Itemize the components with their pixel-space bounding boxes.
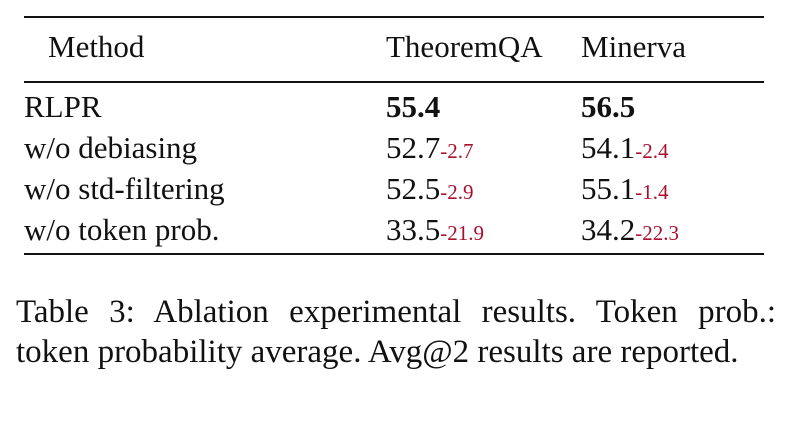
cell-delta: -21.9 (440, 220, 484, 245)
cell-minerva: 55.1-1.4 (581, 168, 764, 209)
table-header-rule (24, 81, 764, 83)
cell-delta: -2.7 (440, 138, 474, 163)
table-row-wo-std-filtering: w/o std-filtering 52.5-2.9 55.1-1.4 (24, 168, 764, 209)
row-method-label: w/o token prob. (24, 211, 220, 247)
cell-theoremqa: 52.5-2.9 (386, 168, 581, 209)
table-header-row: Method TheoremQA Minerva (24, 8, 764, 86)
table-row-rlpr: RLPR 55.4 56.5 (24, 86, 764, 127)
table-caption: Table 3: Ablation experimental results. … (16, 294, 776, 370)
cell-value: 56.5 (581, 88, 636, 124)
header-minerva: Minerva (581, 29, 687, 64)
cell-value: 52.7 (386, 129, 441, 165)
cell-delta: -1.4 (635, 179, 669, 204)
cell-minerva: 56.5 (581, 86, 764, 127)
cell-delta: -22.3 (635, 220, 679, 245)
cell-value: 55.1 (581, 170, 636, 206)
cell-minerva: 34.2-22.3 (581, 209, 764, 250)
cell-theoremqa: 52.7-2.7 (386, 127, 581, 168)
cell-delta: -2.9 (440, 179, 474, 204)
cell-value: 54.1 (581, 129, 636, 165)
cell-value: 34.2 (581, 211, 636, 247)
row-method-label: w/o debiasing (24, 129, 198, 165)
cell-theoremqa: 33.5-21.9 (386, 209, 581, 250)
row-method-label: RLPR (24, 88, 102, 124)
header-method: Method (48, 29, 145, 64)
table-row-wo-debiasing: w/o debiasing 52.7-2.7 54.1-2.4 (24, 127, 764, 168)
table-row-wo-token-prob: w/o token prob. 33.5-21.9 34.2-22.3 (24, 209, 764, 250)
cell-value: 52.5 (386, 170, 441, 206)
table-bottom-rule (24, 253, 764, 255)
ablation-results-table: Method TheoremQA Minerva RLPR 55.4 56.5 … (24, 8, 764, 250)
table-top-rule (24, 16, 764, 18)
cell-delta: -2.4 (635, 138, 669, 163)
cell-theoremqa: 55.4 (386, 86, 581, 127)
cell-value: 33.5 (386, 211, 441, 247)
cell-minerva: 54.1-2.4 (581, 127, 764, 168)
row-method-label: w/o std-filtering (24, 170, 225, 206)
cell-value: 55.4 (386, 88, 441, 124)
header-theoremqa: TheoremQA (386, 29, 543, 64)
